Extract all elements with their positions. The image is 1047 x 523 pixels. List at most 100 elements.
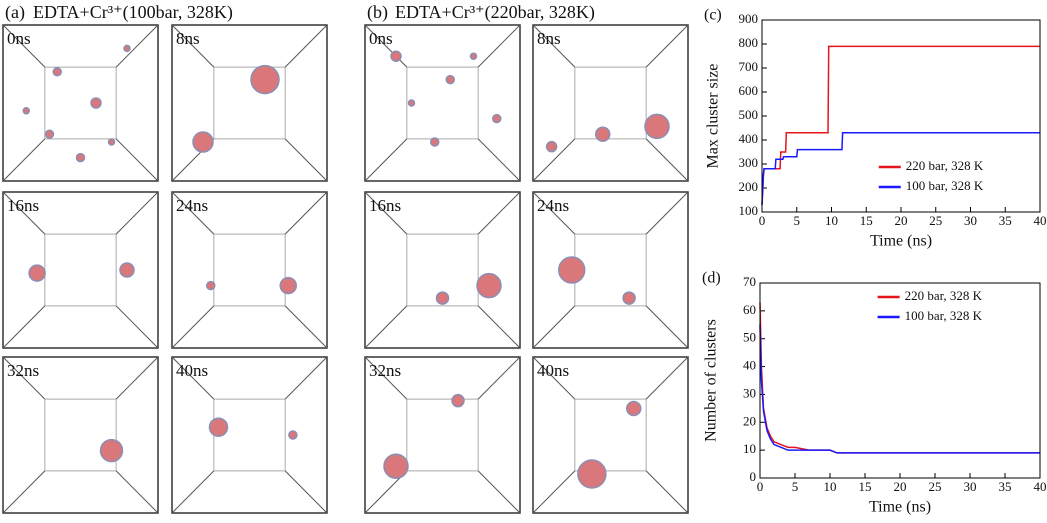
edge [477,305,521,349]
cluster [577,459,607,489]
edge [171,191,215,235]
inner-box [574,398,647,472]
edge [115,138,159,182]
edge [171,356,215,400]
y-tick-label: 400 [739,131,759,146]
edge [115,470,159,514]
snapshot: 32ns [2,356,159,514]
x-tick-label: 35 [999,479,1012,494]
cluster [435,291,450,305]
x-tick-label: 20 [894,479,907,494]
series-line [759,302,1040,454]
frame-label: 8ns [537,29,561,48]
snapshot: 40ns [171,356,328,514]
x-tick-label: 0 [759,213,766,228]
edge [477,191,521,235]
frame-label: 16ns [369,196,401,215]
edge [477,138,521,182]
x-axis-label: Time (ns) [870,233,932,250]
cluster [626,400,642,417]
cluster [119,262,135,278]
snapshot: 8ns [532,24,689,182]
edge [532,305,576,349]
cluster [206,280,216,291]
snapshot: 16ns [2,191,159,349]
edge [645,24,689,68]
edge [2,470,46,514]
x-tick-label: 35 [999,213,1012,228]
edge [284,191,328,235]
y-tick-label: 900 [739,11,759,26]
snapshot: 0ns [364,24,521,182]
y-tick-label: 200 [739,179,759,194]
x-tick-label: 25 [929,479,942,494]
frame-label: 24ns [176,196,208,215]
edge [171,470,215,514]
cluster [107,138,116,146]
y-tick-label: 800 [739,35,759,50]
cluster [476,272,502,299]
cluster [492,113,502,124]
plot-frame [761,19,1041,213]
cluster [595,126,611,142]
cluster [90,97,102,109]
panel-title: EDTA+Cr³⁺(100bar, 328K) [33,2,233,23]
panel-label: (d) [702,270,721,287]
cluster [430,137,440,147]
frame-label: 0ns [369,29,393,48]
cluster [407,99,416,107]
edge [477,470,521,514]
edge [364,138,408,182]
edge [532,191,576,235]
series-line [759,324,1040,454]
cluster [545,140,558,153]
edge [364,305,408,349]
frame-label: 16ns [7,196,39,215]
y-tick-label: 70 [743,274,756,289]
edge [645,138,689,182]
edge [645,305,689,349]
legend-label: 220 bar, 328 K [906,158,984,173]
frame-label: 32ns [369,361,401,380]
edge [115,305,159,349]
panel-label: (c) [704,7,722,24]
cluster [208,417,229,437]
legend-label: 220 bar, 328 K [905,288,983,303]
series-line [761,45,1040,205]
snapshot: 40ns [532,356,689,514]
x-tick-label: 40 [1034,479,1047,494]
y-tick-label: 100 [739,203,759,218]
y-tick-label: 700 [739,59,759,74]
inner-box [44,66,117,140]
y-axis-label: Max cluster size [705,64,722,169]
edge [284,470,328,514]
x-tick-label: 25 [929,213,942,228]
frame-label: 8ns [176,29,200,48]
cluster [22,107,30,115]
cluster [44,129,55,139]
snapshot: 24ns [532,191,689,349]
frame-label: 0ns [7,29,31,48]
x-axis-label: Time (ns) [869,499,931,516]
inner-box [406,66,479,140]
y-tick-label: 500 [739,107,759,122]
edge [645,191,689,235]
inner-box [44,398,117,472]
edge [477,356,521,400]
inner-box [213,66,286,140]
edge [477,24,521,68]
cluster [383,453,409,479]
panel-label: (a) [5,2,25,23]
cluster [192,131,214,153]
snapshot: 0ns [2,24,159,182]
frame-label: 32ns [7,361,39,380]
frame-label: 40ns [176,361,208,380]
frame-label: 24ns [537,196,569,215]
x-tick-label: 40 [1034,213,1047,228]
panel-label: (b) [367,2,388,23]
x-tick-label: 5 [794,213,801,228]
edge [2,356,46,400]
frame-label: 40ns [537,361,569,380]
y-tick-label: 40 [743,358,756,373]
